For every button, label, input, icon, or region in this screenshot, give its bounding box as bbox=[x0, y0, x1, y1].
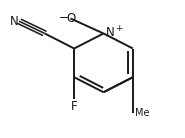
Text: −: − bbox=[59, 11, 69, 24]
Text: Me: Me bbox=[135, 108, 149, 118]
Text: F: F bbox=[71, 100, 78, 113]
Text: O: O bbox=[67, 12, 76, 25]
Text: N: N bbox=[10, 15, 19, 28]
Text: N: N bbox=[106, 26, 115, 39]
Text: +: + bbox=[115, 23, 123, 33]
